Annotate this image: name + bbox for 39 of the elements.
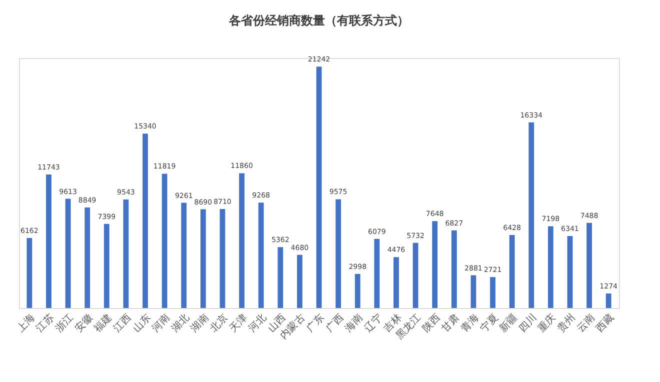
bar [220, 209, 226, 308]
bar [200, 209, 206, 308]
x-tick-label: 河南 [150, 312, 172, 334]
bar [412, 242, 418, 308]
bar [470, 275, 476, 308]
bar [451, 230, 457, 308]
bar [567, 236, 573, 308]
x-tick-label: 北京 [208, 312, 230, 334]
bar [104, 224, 110, 308]
bar [278, 247, 284, 308]
bar [586, 222, 592, 308]
bar [162, 174, 168, 308]
bar [258, 202, 264, 308]
bar [239, 173, 244, 308]
bar [142, 134, 148, 308]
bar [490, 277, 496, 308]
bar [336, 199, 342, 308]
bar [26, 238, 32, 308]
bar [432, 221, 438, 308]
bar [296, 254, 302, 308]
x-tick-label: 广东 [304, 312, 327, 334]
bar [181, 202, 187, 308]
bar [509, 234, 515, 308]
bar [374, 238, 380, 308]
x-tick-label: 浙江 [53, 312, 76, 334]
bar [354, 274, 360, 308]
x-tick-label: 西藏 [594, 312, 616, 334]
bar [84, 207, 90, 308]
bar [548, 226, 554, 308]
bar [65, 198, 71, 308]
x-tick-label: 河北 [246, 312, 269, 334]
bar [123, 200, 129, 308]
x-tick-label: 新疆 [497, 312, 520, 334]
chart-title: 各省份经销商数量（有联系方式） [228, 14, 409, 28]
bar [316, 66, 322, 308]
bar [528, 122, 534, 308]
bar [46, 174, 52, 308]
bar [606, 294, 612, 308]
bar [394, 257, 399, 308]
